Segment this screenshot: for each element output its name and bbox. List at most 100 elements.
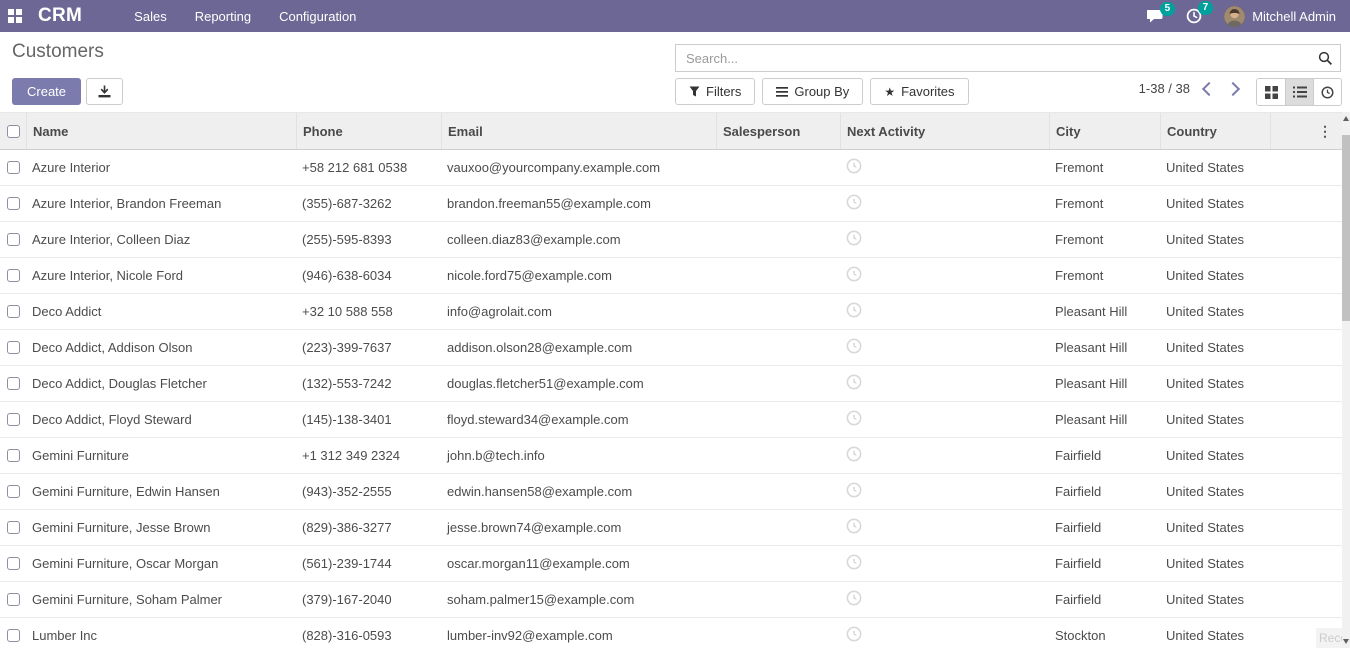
table-row[interactable]: Lumber Inc (828)-316-0593 lumber-inv92@e… <box>0 618 1342 648</box>
cell-phone: (255)-595-8393 <box>302 232 392 247</box>
table-row[interactable]: Gemini Furniture, Soham Palmer (379)-167… <box>0 582 1342 618</box>
kanban-view-button[interactable] <box>1257 79 1285 105</box>
column-header-name[interactable]: Name <box>26 113 296 149</box>
column-header-country[interactable]: Country <box>1160 113 1270 149</box>
table-row[interactable]: Gemini Furniture, Edwin Hansen (943)-352… <box>0 474 1342 510</box>
row-checkbox[interactable] <box>6 593 20 606</box>
messages-button[interactable]: 5 <box>1147 1 1176 24</box>
cell-country: United States <box>1166 268 1245 283</box>
schedule-activity-clock-icon[interactable] <box>846 338 862 354</box>
cell-name: Azure Interior <box>32 160 111 175</box>
table-row[interactable]: Deco Addict +32 10 588 558 info@agrolait… <box>0 294 1342 330</box>
activities-button[interactable]: 7 <box>1186 1 1214 24</box>
row-checkbox[interactable] <box>6 269 20 282</box>
schedule-activity-clock-icon[interactable] <box>846 446 862 462</box>
cell-phone: (132)-553-7242 <box>302 376 392 391</box>
select-all-checkbox[interactable] <box>6 124 20 138</box>
table-row[interactable]: Deco Addict, Floyd Steward (145)-138-340… <box>0 402 1342 438</box>
kanban-icon <box>1264 85 1278 99</box>
activities-badge: 7 <box>1197 1 1214 15</box>
row-checkbox[interactable] <box>6 521 20 534</box>
cell-country: United States <box>1166 340 1245 355</box>
row-checkbox[interactable] <box>6 377 20 390</box>
row-checkbox[interactable] <box>6 161 20 174</box>
list-view-button[interactable] <box>1285 79 1313 105</box>
cell-phone: +58 212 681 0538 <box>302 160 408 175</box>
menu-reporting[interactable]: Reporting <box>194 8 252 24</box>
table-row[interactable]: Azure Interior, Nicole Ford (946)-638-60… <box>0 258 1342 294</box>
row-checkbox[interactable] <box>6 485 20 498</box>
row-checkbox[interactable] <box>6 305 20 318</box>
cell-email: oscar.morgan11@example.com <box>447 556 630 571</box>
schedule-activity-clock-icon[interactable] <box>846 374 862 390</box>
table-row[interactable]: Azure Interior +58 212 681 0538 vauxoo@y… <box>0 150 1342 186</box>
cell-email: nicole.ford75@example.com <box>447 268 612 283</box>
column-header-email[interactable]: Email <box>441 113 716 149</box>
create-button[interactable]: Create <box>12 78 82 105</box>
cell-phone: (145)-138-3401 <box>302 412 392 427</box>
scroll-up-icon[interactable] <box>1343 116 1349 121</box>
app-name[interactable]: CRM <box>38 5 83 26</box>
table-row[interactable]: Gemini Furniture, Jesse Brown (829)-386-… <box>0 510 1342 546</box>
table-row[interactable]: Azure Interior, Brandon Freeman (355)-68… <box>0 186 1342 222</box>
pager-next-icon[interactable] <box>1225 81 1241 96</box>
menu-sales[interactable]: Sales <box>134 8 167 24</box>
schedule-activity-clock-icon[interactable] <box>846 590 862 606</box>
column-header-next-activity[interactable]: Next Activity <box>840 113 1049 149</box>
schedule-activity-clock-icon[interactable] <box>846 230 862 246</box>
optional-columns-toggle-icon[interactable]: ⋮ <box>1318 123 1332 139</box>
chat-bubble-icon <box>1147 9 1163 22</box>
schedule-activity-clock-icon[interactable] <box>846 266 862 282</box>
cell-name: Azure Interior, Brandon Freeman <box>32 196 222 211</box>
download-icon <box>98 85 111 98</box>
scroll-down-icon[interactable] <box>1343 639 1349 644</box>
row-checkbox[interactable] <box>6 557 20 570</box>
cell-name: Deco Addict, Floyd Steward <box>32 412 192 427</box>
export-button[interactable] <box>86 78 124 105</box>
favorites-button[interactable]: ★ Favorites <box>870 78 969 105</box>
table-row[interactable]: Deco Addict, Addison Olson (223)-399-763… <box>0 330 1342 366</box>
activity-view-button[interactable] <box>1313 79 1341 105</box>
schedule-activity-clock-icon[interactable] <box>846 302 862 318</box>
customers-list: Name Phone Email Salesperson Next Activi… <box>0 112 1342 648</box>
table-row[interactable]: Deco Addict, Douglas Fletcher (132)-553-… <box>0 366 1342 402</box>
cell-city: Fremont <box>1055 268 1104 283</box>
menu-configuration[interactable]: Configuration <box>279 8 357 24</box>
schedule-activity-clock-icon[interactable] <box>846 626 862 642</box>
search-input[interactable] <box>676 50 1310 66</box>
cell-city: Fairfield <box>1055 484 1102 499</box>
schedule-activity-clock-icon[interactable] <box>846 194 862 210</box>
table-row[interactable]: Gemini Furniture, Oscar Morgan (561)-239… <box>0 546 1342 582</box>
group-by-lines-icon <box>776 86 789 97</box>
cell-email: floyd.steward34@example.com <box>447 412 629 427</box>
schedule-activity-clock-icon[interactable] <box>846 158 862 174</box>
schedule-activity-clock-icon[interactable] <box>846 554 862 570</box>
scrollbar-thumb[interactable] <box>1342 135 1350 321</box>
table-row[interactable]: Gemini Furniture +1 312 349 2324 john.b@… <box>0 438 1342 474</box>
apps-menu-icon[interactable] <box>0 0 30 32</box>
row-checkbox[interactable] <box>6 233 20 246</box>
row-checkbox[interactable] <box>6 413 20 426</box>
column-header-phone[interactable]: Phone <box>296 113 441 149</box>
schedule-activity-clock-icon[interactable] <box>846 518 862 534</box>
filters-button[interactable]: Filters <box>675 78 756 105</box>
column-header-salesperson[interactable]: Salesperson <box>716 113 840 149</box>
row-checkbox[interactable] <box>6 341 20 354</box>
row-checkbox[interactable] <box>6 449 20 462</box>
vertical-scrollbar[interactable] <box>1342 112 1350 648</box>
schedule-activity-clock-icon[interactable] <box>846 482 862 498</box>
pager-previous-icon[interactable] <box>1201 81 1217 96</box>
column-header-city[interactable]: City <box>1049 113 1160 149</box>
favorites-label: Favorites <box>901 84 955 99</box>
activity-clock-systray-icon <box>1186 8 1202 24</box>
user-menu[interactable]: Mitchell Admin <box>1224 5 1336 27</box>
row-checkbox[interactable] <box>6 197 20 210</box>
search-icon[interactable] <box>1310 45 1340 71</box>
cell-email: douglas.fletcher51@example.com <box>447 376 644 391</box>
schedule-activity-clock-icon[interactable] <box>846 410 862 426</box>
cell-email: info@agrolait.com <box>447 304 552 319</box>
table-row[interactable]: Azure Interior, Colleen Diaz (255)-595-8… <box>0 222 1342 258</box>
group-by-button[interactable]: Group By <box>762 78 864 105</box>
cell-city: Pleasant Hill <box>1055 376 1128 391</box>
row-checkbox[interactable] <box>6 629 20 642</box>
